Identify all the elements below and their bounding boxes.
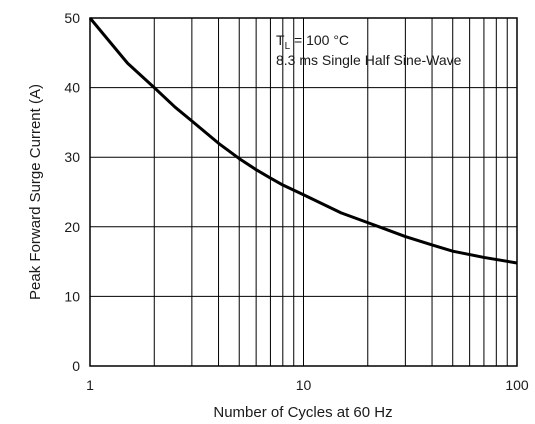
annotation-symbol: T xyxy=(276,32,285,48)
annotation-subscript: L xyxy=(285,41,291,52)
plot-frame xyxy=(89,17,518,367)
surge-current-curve xyxy=(88,17,518,265)
annotation-line-2: 8.3 ms Single Half Sine-Wave xyxy=(276,52,462,68)
chart-annotation: TL = 100 °C 8.3 ms Single Half Sine-Wave xyxy=(276,32,462,68)
y-tick-label: 40 xyxy=(64,80,80,96)
y-axis-label: Peak Forward Surge Current (A) xyxy=(27,84,44,300)
y-tick-label: 10 xyxy=(64,288,80,304)
y-tick-label: 30 xyxy=(64,149,80,165)
x-tick-label: 1 xyxy=(86,377,94,393)
series-layer xyxy=(88,17,518,265)
x-tick-label: 10 xyxy=(296,377,312,393)
grid xyxy=(90,18,517,366)
annotation-line-1: TL = 100 °C xyxy=(276,32,349,52)
annotation-value: = 100 °C xyxy=(290,32,349,48)
x-tick-label: 100 xyxy=(505,377,529,393)
y-tick-label: 20 xyxy=(64,219,80,235)
x-axis-label: Number of Cycles at 60 Hz xyxy=(213,404,392,421)
y-tick-label: 50 xyxy=(64,10,80,26)
y-tick-label: 0 xyxy=(72,358,80,374)
tick-labels: 1 10 100 0 10 20 30 40 50 xyxy=(64,10,528,393)
